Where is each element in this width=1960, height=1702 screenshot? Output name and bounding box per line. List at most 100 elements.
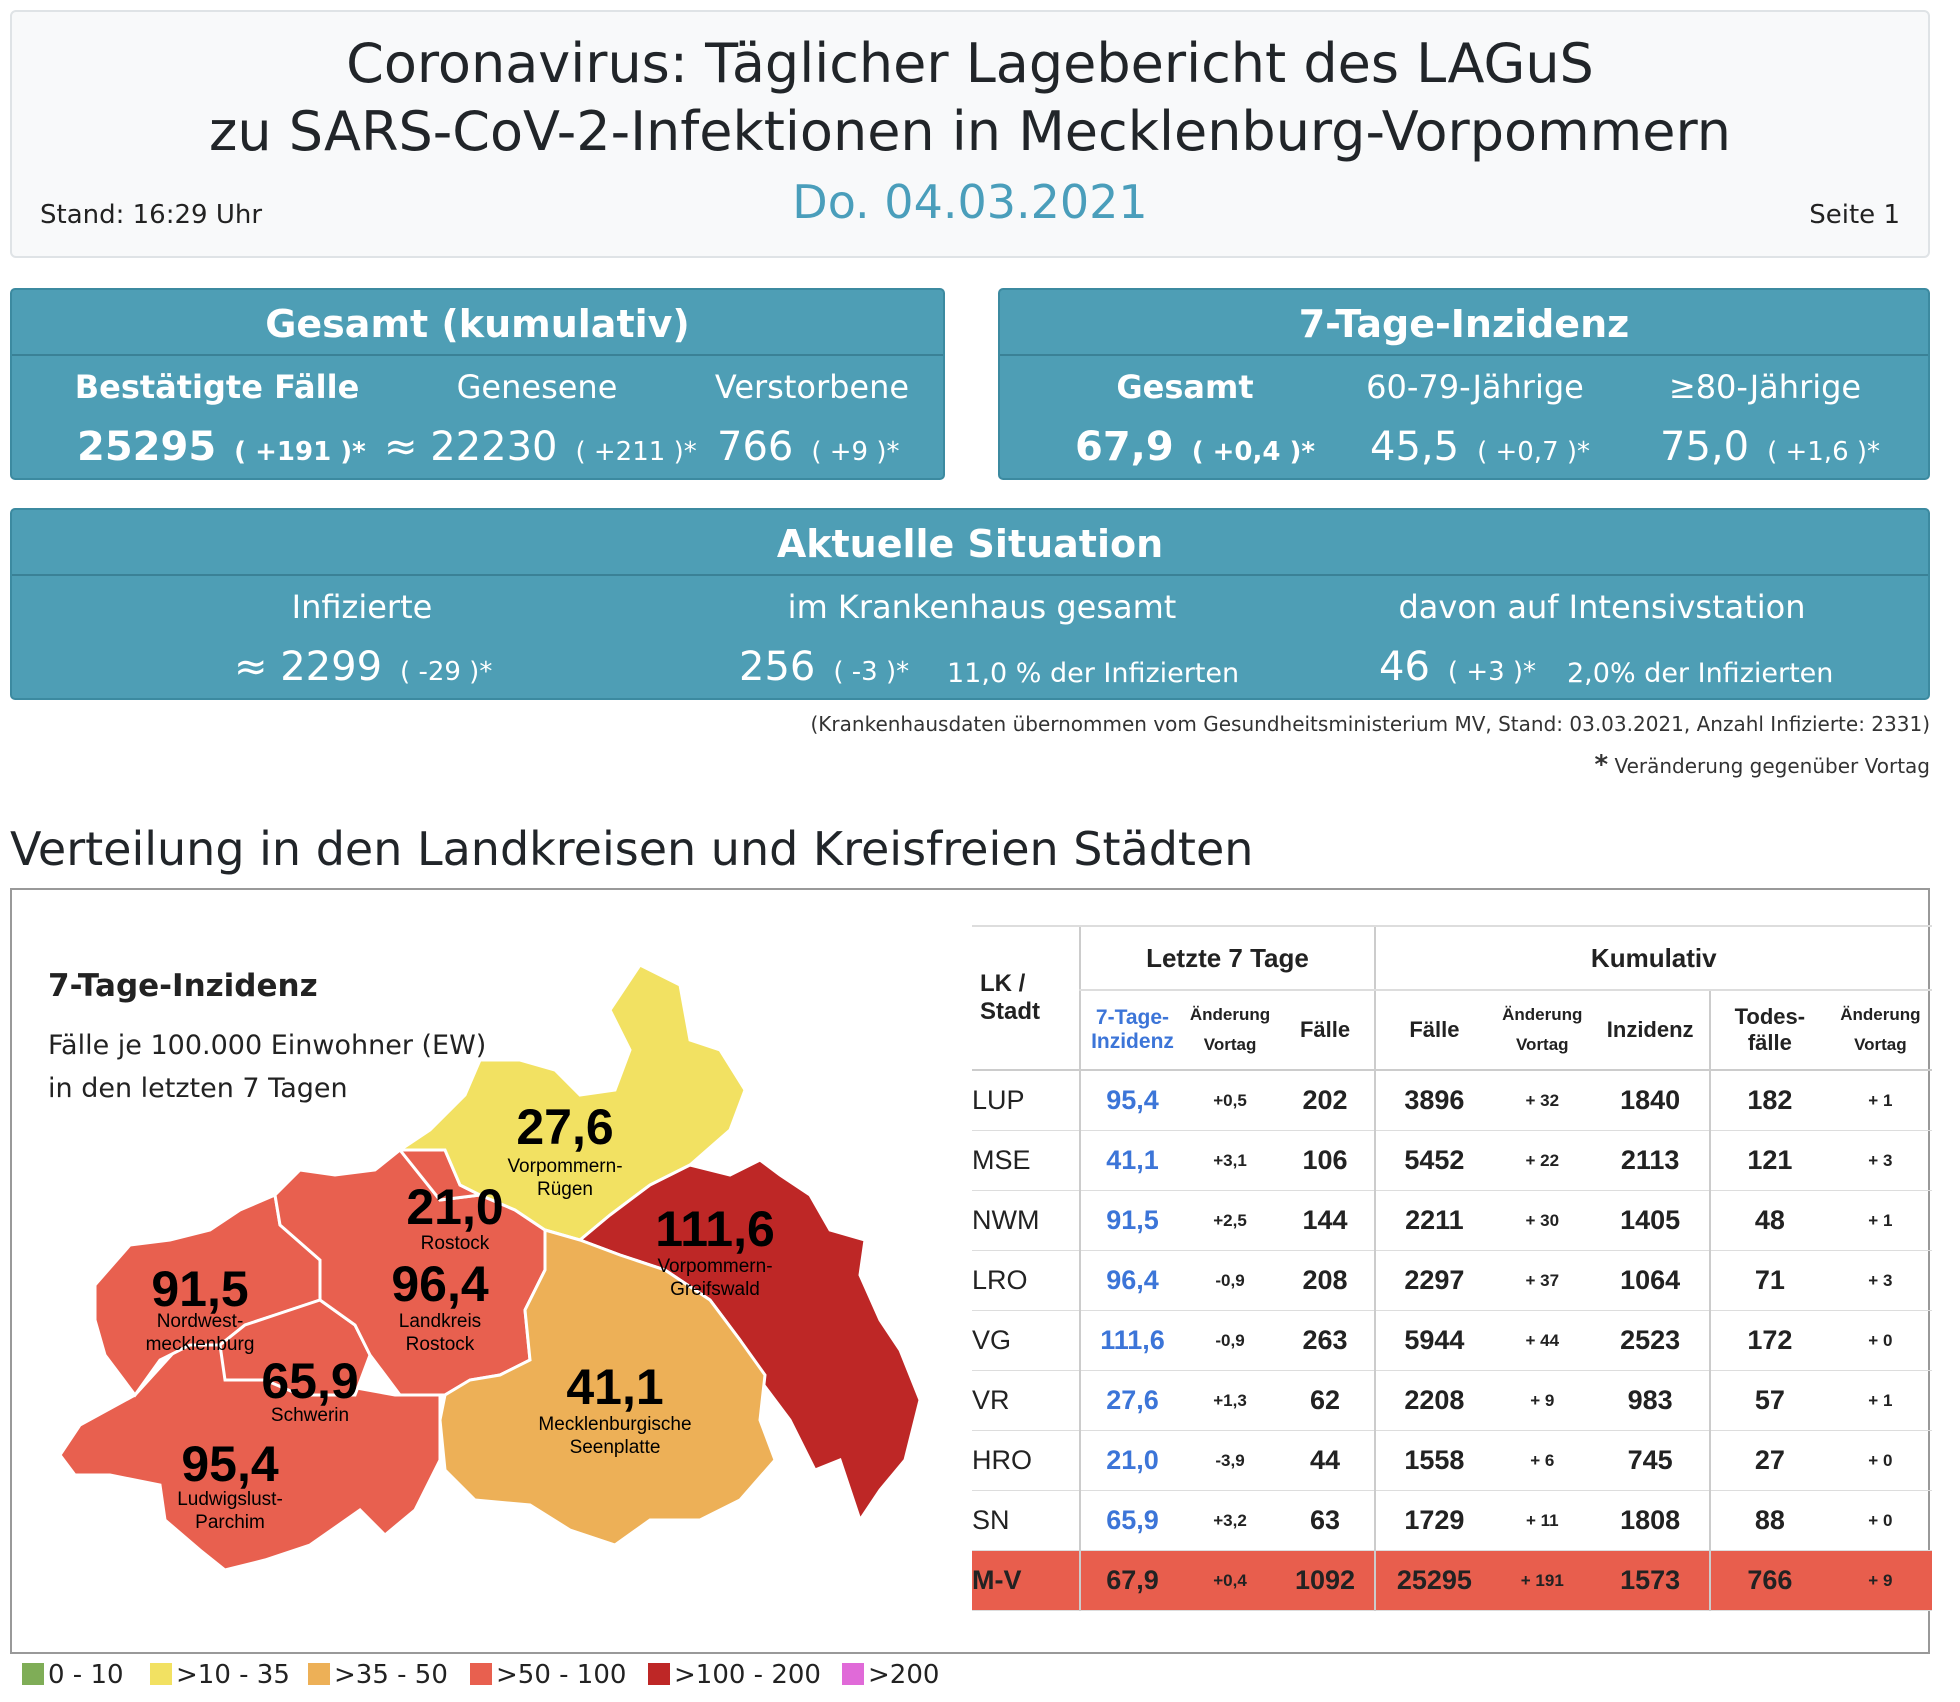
cell-lk: M-V (972, 1550, 1081, 1611)
legend-swatch (22, 1663, 44, 1685)
col-cases: Fälle (1276, 990, 1375, 1071)
district-table: LK / Stadt Letzte 7 Tage Kumulativ 7-Tage… (972, 925, 1932, 1611)
col-change: Änderung Vortag (1183, 990, 1277, 1071)
legend-item: >35 - 50 (308, 1660, 448, 1690)
cell-chg: -3,9 (1183, 1430, 1277, 1491)
legend-label: >35 - 50 (334, 1660, 448, 1690)
cell-cumchg: + 9 (1493, 1370, 1592, 1431)
map-name-vorpommern-greifswald: Vorpommern- Greifswald (657, 1256, 773, 1300)
current-situation-panel: Aktuelle Situation Infizierte im Kranken… (10, 508, 1930, 700)
map-value-vorpommern-greifswald: 111,6 (655, 1201, 775, 1257)
legend-item: >200 (842, 1660, 939, 1690)
infected-value: ≈ 2299( -29 )* (234, 644, 493, 690)
recovered-value: ≈ 22230( +211 )* (384, 424, 697, 470)
legend-swatch (470, 1663, 492, 1685)
cell-cuminz: 745 (1591, 1430, 1711, 1491)
cell-cuminz: 2523 (1591, 1310, 1711, 1371)
map-name-vorpommern-ruegen: Vorpommern- Rügen (507, 1156, 623, 1200)
cell-dchg: + 9 (1828, 1550, 1932, 1611)
map-value-landkreis-rostock: 96,4 (391, 1256, 489, 1312)
group-last7: Letzte 7 Tage (1079, 925, 1375, 991)
cell-deaths: 71 (1709, 1250, 1829, 1311)
map-name-schwerin: Schwerin (270, 1405, 350, 1426)
icu-value: 46( +3 )* (1379, 644, 1537, 690)
cell-inz: 96,4 (1079, 1250, 1184, 1311)
report-title-line2: zu SARS-CoV-2-Infektionen in Mecklenburg… (209, 100, 1731, 163)
legend-item: >50 - 100 (470, 1660, 626, 1690)
cell-chg: +3,1 (1183, 1130, 1277, 1191)
cell-chg: +3,2 (1183, 1490, 1277, 1551)
cell-cases: 106 (1276, 1130, 1375, 1191)
cell-deaths: 57 (1709, 1370, 1829, 1431)
region-vorpommern-ruegen[interactable] (395, 963, 747, 1242)
legend-item: >10 - 35 (150, 1660, 290, 1690)
cell-cuminz: 1840 (1591, 1070, 1711, 1131)
region-mecklenburgische-seenplatte[interactable] (438, 1228, 777, 1547)
cell-cum: 25295 (1373, 1550, 1494, 1611)
report-time: Stand: 16:29 Uhr (40, 200, 263, 230)
cell-lk: LRO (972, 1250, 1081, 1311)
cell-cases: 144 (1276, 1190, 1375, 1251)
map-value-rostock: 21,0 (406, 1179, 504, 1235)
cell-cumchg: + 22 (1493, 1130, 1592, 1191)
incidence-total-value: 67,9( +0,4 )* (1075, 424, 1316, 470)
table-row: NWM 91,5 +2,5 144 2211 + 30 1405 48 + 1 (972, 1190, 1932, 1251)
cell-lk: LUP (972, 1070, 1081, 1131)
col-deaths: Todes-fälle (1709, 990, 1829, 1071)
incidence-60-79-label: 60-79-Jährige (1366, 368, 1584, 406)
incidence-panel: 7-Tage-Inzidenz Gesamt 60-79-Jährige ≥80… (998, 288, 1930, 480)
cell-cum: 2211 (1373, 1190, 1494, 1251)
recovered-label: Genesene (456, 368, 618, 406)
col-cum-cases: Fälle (1373, 990, 1494, 1071)
cell-cases: 1092 (1276, 1550, 1375, 1611)
map-name-nordwestmecklenburg: Nordwest-mecklenburg (145, 1311, 255, 1355)
divider (12, 574, 1928, 576)
panel-title: Aktuelle Situation (776, 522, 1164, 566)
col-deaths-change: Änderung Vortag (1828, 990, 1932, 1071)
cell-cumchg: + 191 (1493, 1550, 1592, 1611)
report-date: Do. 04.03.2021 (792, 175, 1148, 229)
infected-label: Infizierte (291, 588, 433, 626)
cell-cumchg: + 37 (1493, 1250, 1592, 1311)
legend-swatch (842, 1663, 864, 1685)
cell-cum: 1558 (1373, 1430, 1494, 1491)
cell-chg: +0,5 (1183, 1070, 1277, 1131)
cell-cuminz: 1808 (1591, 1490, 1711, 1551)
cumulative-panel: Gesamt (kumulativ) Bestätigte Fälle Gene… (10, 288, 945, 480)
map-description-line1: Fälle je 100.000 Einwohner (EW) (48, 1030, 487, 1061)
cell-deaths: 172 (1709, 1310, 1829, 1371)
cell-lk: HRO (972, 1430, 1081, 1491)
cell-deaths: 182 (1709, 1070, 1829, 1131)
cell-dchg: + 3 (1828, 1250, 1932, 1311)
cell-dchg: + 1 (1828, 1070, 1932, 1131)
map-value-seenplatte: 41,1 (566, 1359, 664, 1415)
legend-swatch (648, 1663, 670, 1685)
table-row: VR 27,6 +1,3 62 2208 + 9 983 57 + 1 (972, 1370, 1932, 1431)
cell-cum: 2208 (1373, 1370, 1494, 1431)
cell-cumchg: + 6 (1493, 1430, 1592, 1491)
legend-swatch (308, 1663, 330, 1685)
panel-title: Gesamt (kumulativ) (265, 302, 690, 346)
deaths-value: 766( +9 )* (717, 424, 900, 470)
cell-cases: 208 (1276, 1250, 1375, 1311)
cell-dchg: + 0 (1828, 1310, 1932, 1371)
region-schwerin[interactable] (218, 1298, 372, 1397)
cell-cuminz: 1064 (1591, 1250, 1711, 1311)
icu-percent: 2,0% der Infizierten (1567, 658, 1834, 689)
cell-inz: 67,9 (1079, 1550, 1184, 1611)
legend-label: >200 (868, 1660, 940, 1690)
map-name-seenplatte: Mecklenburgische Seenplatte (538, 1414, 692, 1458)
divider (1000, 354, 1928, 356)
cell-cum: 1729 (1373, 1490, 1494, 1551)
hospital-label: im Krankenhaus gesamt (787, 588, 1177, 626)
cell-inz: 95,4 (1079, 1070, 1184, 1131)
legend-label: >10 - 35 (176, 1660, 290, 1690)
incidence-60-79-value: 45,5( +0,7 )* (1370, 424, 1591, 470)
cell-dchg: + 1 (1828, 1190, 1932, 1251)
map-description-line2: in den letzten 7 Tagen (48, 1073, 348, 1104)
map-title: 7-Tage-Inzidenz (48, 968, 318, 1004)
cell-dchg: + 0 (1828, 1490, 1932, 1551)
page-number: Seite 1 (1809, 200, 1900, 230)
cell-cases: 63 (1276, 1490, 1375, 1551)
incidence-80-label: ≥80-Jährige (1668, 368, 1862, 406)
